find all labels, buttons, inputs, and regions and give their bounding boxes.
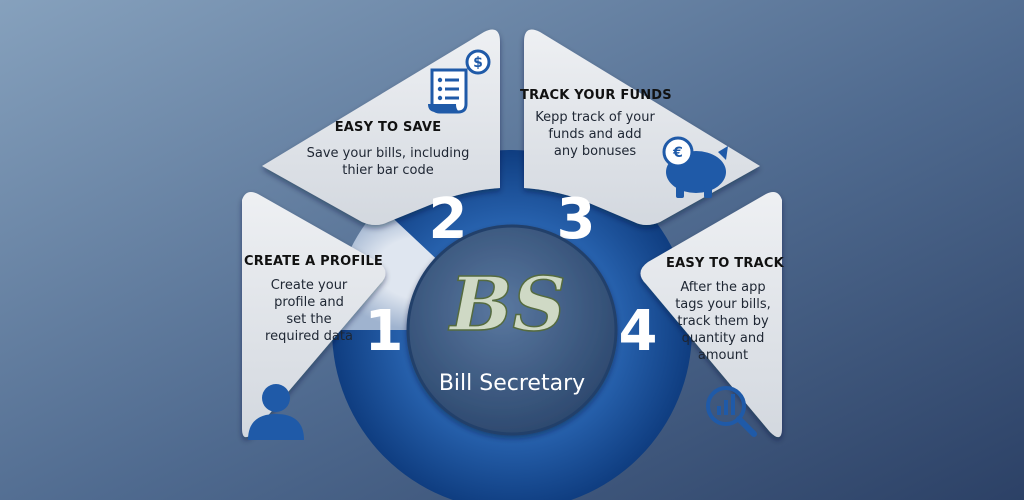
- step-3-description-line: funds and add: [548, 127, 642, 142]
- step-1-description-line: required data: [265, 329, 353, 344]
- step-3-description-line: any bonuses: [553, 144, 637, 159]
- step-1-content: CREATE A PROFILE Create your profile and…: [244, 254, 384, 345]
- svg-text:€: €: [672, 145, 683, 161]
- chart-magnifier-icon: [706, 386, 757, 437]
- step-1-description: Create your profile and set the required…: [244, 277, 374, 345]
- panel-easy-to-track: [640, 192, 782, 438]
- step-3-description-line: Kepp track of your: [535, 110, 655, 125]
- step-1-heading: CREATE A PROFILE: [244, 254, 384, 269]
- user-icon: [248, 384, 304, 440]
- logo-monogram: BS: [448, 262, 566, 348]
- step-number-1: 1: [365, 299, 404, 364]
- svg-text:$: $: [473, 55, 483, 71]
- step-3-content: TRACK YOUR FUNDS Kepp track of your fund…: [520, 88, 672, 160]
- step-4-description: After the app tags your bills, track the…: [666, 279, 780, 364]
- step-4-heading: EASY TO TRACK: [666, 256, 784, 271]
- step-2-description-line: Save your bills, including: [306, 146, 470, 161]
- step-2-heading: EASY TO SAVE: [334, 120, 442, 135]
- brand-name: Bill Secretary: [439, 371, 585, 396]
- step-4-description-line: quantity and: [681, 331, 765, 346]
- step-1-description-line: Create your: [270, 278, 348, 293]
- step-4-description-line: track them by: [677, 314, 769, 329]
- bill-dollar-icon: $: [428, 49, 491, 114]
- step-1-description-line: set the: [286, 312, 332, 327]
- step-number-4: 4: [619, 299, 658, 364]
- step-4-description-line: tags your bills,: [675, 297, 771, 312]
- step-1-description-line: profile and: [274, 295, 344, 310]
- step-3-description: Kepp track of your funds and add any bon…: [520, 109, 670, 160]
- center-logo-disc: [406, 224, 618, 436]
- step-2-description: Save your bills, including thier bar cod…: [296, 145, 480, 179]
- step-3-heading: TRACK YOUR FUNDS: [520, 88, 672, 103]
- panel-create-profile: [242, 192, 386, 438]
- step-4-description-line: After the app: [680, 280, 766, 295]
- step-2-description-line: thier bar code: [342, 163, 434, 178]
- step-2-content: EASY TO SAVE Save your bills, including …: [296, 120, 480, 179]
- step-4-content: EASY TO TRACK After the app tags your bi…: [666, 256, 784, 364]
- piggy-bank-euro-icon: €: [662, 136, 728, 198]
- step-4-description-line: amount: [697, 348, 749, 363]
